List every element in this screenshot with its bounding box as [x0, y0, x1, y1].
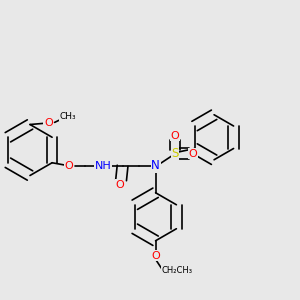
Text: CH₂CH₃: CH₂CH₃: [161, 266, 192, 275]
Text: CH₃: CH₃: [59, 112, 76, 121]
Text: S: S: [171, 147, 179, 160]
Text: O: O: [64, 161, 73, 171]
Text: NH: NH: [95, 161, 112, 171]
Text: O: O: [151, 251, 160, 261]
Text: O: O: [116, 180, 124, 190]
Text: N: N: [151, 159, 160, 172]
Text: O: O: [44, 118, 53, 128]
Text: O: O: [171, 131, 179, 141]
Text: O: O: [188, 149, 197, 159]
